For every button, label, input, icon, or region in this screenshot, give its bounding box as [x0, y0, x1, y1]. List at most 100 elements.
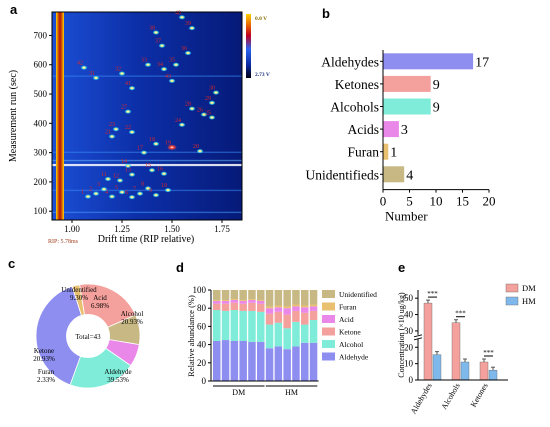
- stack-segment-ketone: [230, 302, 239, 311]
- bar-value-label: 4: [406, 168, 413, 183]
- y-tick-label: 0: [202, 376, 207, 386]
- category-label: Aldehydes: [409, 382, 434, 416]
- x-tick-label: 1.00: [64, 224, 80, 234]
- peak-label-3: 3: [97, 182, 100, 188]
- heatmap-peak: [158, 43, 166, 48]
- peak-label-15: 15: [145, 163, 151, 169]
- heatmap-peak: [80, 65, 88, 70]
- stack-segment-furan: [309, 304, 318, 307]
- stack-segment-alcohol: [221, 310, 230, 341]
- stack-segment-aldehyde: [230, 340, 239, 381]
- panel-b-bar-chart: 17 Aldehydes 9 Ketones 9 Alcohols 3 Acids 1 Furan…: [306, 50, 496, 224]
- peak-label-12: 12: [113, 173, 119, 179]
- peak-label-22: 22: [125, 125, 131, 131]
- heatmap-peak: [116, 178, 124, 183]
- stack-segment-furan: [221, 300, 230, 301]
- stack-segment-furan: [265, 306, 274, 309]
- y-tick-label: 100: [193, 285, 207, 295]
- x-tick-label: 1.25: [114, 224, 130, 234]
- slice-label-ketone: Ketone: [34, 347, 54, 355]
- stack-segment-unidentified: [213, 290, 221, 301]
- y-tick-label: 400: [34, 118, 48, 128]
- x-tick-label: 1.75: [214, 224, 230, 234]
- legend-label: DM: [522, 283, 536, 293]
- heatmap-peak: [212, 90, 220, 95]
- peak-label-41: 41: [125, 81, 131, 87]
- slice-pct-aldehyde: 39.53%: [107, 376, 129, 384]
- peak-label-30: 30: [209, 86, 215, 92]
- bar-value-label: 1: [390, 146, 397, 161]
- peak-label-6: 6: [125, 190, 128, 196]
- stack-segment-furan: [283, 306, 291, 309]
- stack-segment-aldehyde: [301, 342, 309, 381]
- bar-dm: [451, 322, 461, 381]
- stack-segment-acid: [274, 307, 283, 312]
- heatmap-peak: [128, 85, 136, 91]
- stack-segment-aldehyde: [309, 342, 318, 381]
- heatmap-peak: [200, 112, 208, 117]
- rip-column: [56, 12, 64, 220]
- bar-furan: [383, 143, 389, 160]
- bar-hm: [488, 369, 498, 381]
- y-tick-label: 700: [34, 30, 48, 40]
- bar-value-label: 17: [475, 55, 489, 70]
- x-tick-label: 1.50: [164, 224, 180, 234]
- stack-segment-aldehyde: [292, 346, 300, 381]
- stack-segment-alcohol: [309, 320, 318, 343]
- heatmap-peak: [172, 62, 180, 68]
- stack-segment-furan: [213, 300, 221, 301]
- x-tick-label: 15: [456, 194, 469, 209]
- stack-segment-ketone: [239, 303, 247, 311]
- bar-hm: [432, 354, 442, 381]
- category-label: Alcohols: [439, 382, 461, 412]
- stack-segment-unidentified: [239, 290, 247, 301]
- heatmap-peak: [140, 150, 148, 155]
- stack-segment-acid: [239, 300, 247, 304]
- bar-acids: [383, 121, 399, 138]
- group-label: DM: [232, 388, 245, 397]
- legend-swatch: [322, 290, 335, 298]
- heatmap-peak: [112, 126, 120, 132]
- colorbar: [246, 14, 251, 78]
- stack-segment-aldehyde: [283, 349, 291, 381]
- stack-segment-alcohol: [248, 310, 256, 342]
- peak-label-24: 24: [175, 118, 181, 124]
- stack-segment-unidentified: [257, 290, 265, 301]
- stack-segment-furan: [292, 304, 300, 307]
- y-tick-label: 300: [34, 148, 48, 158]
- peak-label-13: 13: [125, 168, 131, 174]
- legend-label: Acid: [339, 315, 354, 324]
- legend-label: Unidentified: [339, 290, 377, 299]
- stack-segment-alcohol: [301, 324, 309, 343]
- bar-dm: [479, 361, 489, 381]
- stack-segment-ketone: [221, 303, 230, 311]
- peak-label-40: 40: [175, 10, 181, 16]
- heatmap-peak: [108, 134, 116, 139]
- legend-label: Alcohol: [339, 340, 363, 349]
- peak-label-43: 43: [165, 74, 171, 80]
- stack-segment-alcohol: [283, 328, 291, 350]
- heatmap-peak: [92, 75, 100, 81]
- peak-label-9: 9: [149, 188, 152, 194]
- stack-segment-furan: [248, 299, 256, 301]
- stack-segment-acid: [248, 300, 256, 303]
- stack-segment-ketone: [213, 303, 221, 311]
- heatmap-peak: [164, 187, 172, 193]
- legend-label: HM: [522, 296, 536, 306]
- heatmap-peak: [196, 148, 204, 154]
- heatmap-peak: [160, 171, 168, 177]
- peak-label-1: 1: [81, 190, 84, 196]
- panel-letter-d: d: [176, 260, 184, 275]
- stack-segment-aldehyde: [265, 348, 274, 381]
- heatmap-peak: [118, 71, 126, 76]
- peak-label-37: 37: [155, 39, 161, 45]
- stack-segment-aldehyde: [248, 341, 256, 381]
- stack-segment-ketone: [292, 310, 300, 322]
- heatmap-x-label: Drift time (RIP relative): [98, 234, 195, 245]
- slice-label-alcohol: Alcohol: [121, 310, 144, 318]
- panel-letter-a: a: [10, 2, 18, 17]
- heatmap-peak: [208, 100, 216, 106]
- bar-hm: [460, 361, 470, 381]
- heatmap-peak: [124, 109, 132, 114]
- heatmap-band: [52, 211, 242, 214]
